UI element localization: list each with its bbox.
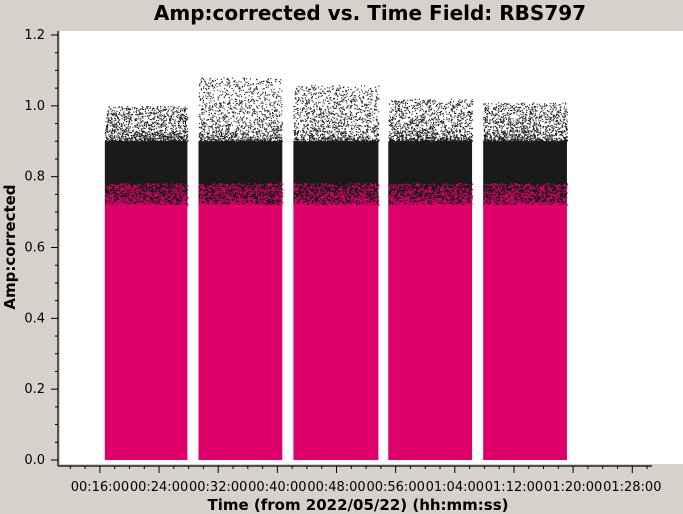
- scan-2-top-scatter: [198, 77, 283, 143]
- scan-3-low-band: [293, 205, 379, 460]
- scan-3-transition: [293, 183, 380, 207]
- scan-2-transition: [198, 183, 284, 207]
- scan-1-transition: [104, 183, 189, 207]
- x-tick-label: 00:24:00: [130, 480, 188, 495]
- y-ticks: 0.0 0.2 0.4 0.6 0.8 1.0 1.2: [24, 28, 58, 468]
- scan-5-top-scatter: [483, 102, 568, 143]
- scan-4: [388, 98, 474, 460]
- scan-4-transition: [388, 183, 474, 207]
- x-tick-label: 00:56:00: [366, 480, 424, 495]
- scan-3-top-scatter: [293, 84, 380, 143]
- y-tick-label: 0.8: [24, 170, 45, 185]
- scan-1: [104, 105, 189, 460]
- x-tick-label: 00:40:00: [248, 480, 306, 495]
- scan-4-top-scatter: [388, 98, 474, 143]
- x-tick-label: 00:16:00: [71, 480, 129, 495]
- scan-1-top-scatter: [104, 105, 189, 143]
- y-tick-label: 0.2: [24, 382, 45, 397]
- x-tick-label: 01:12:00: [485, 480, 543, 495]
- scan-2: [198, 77, 284, 460]
- y-tick-label: 1.0: [24, 99, 45, 114]
- scan-1-low-band: [104, 205, 188, 460]
- scan-3: [293, 84, 380, 460]
- scan-5-transition: [483, 183, 569, 207]
- x-ticks: 00:16:00 00:24:00 00:32:00 00:40:00 00:48:00…: [69, 466, 661, 495]
- x-tick-label: 00:48:00: [307, 480, 365, 495]
- y-tick-label: 0.0: [24, 453, 45, 468]
- data-points: [104, 77, 569, 460]
- scan-2-low-band: [198, 205, 283, 460]
- scan-4-low-band: [388, 205, 473, 460]
- scan-1-high-band: [104, 141, 188, 205]
- axes: [57, 31, 652, 467]
- x-tick-label: 01:04:00: [426, 480, 484, 495]
- y-tick-label: 0.4: [24, 311, 45, 326]
- y-axis-label: Amp:corrected: [1, 184, 19, 309]
- chart-title: Amp:corrected vs. Time Field: RBS797: [154, 1, 586, 25]
- scan-5-low-band: [483, 205, 567, 460]
- x-tick-label: 00:32:00: [189, 480, 247, 495]
- scan-5: [483, 102, 569, 460]
- y-tick-label: 0.6: [24, 241, 45, 256]
- x-tick-label: 01:20:00: [544, 480, 602, 495]
- y-tick-label: 1.2: [24, 28, 45, 43]
- x-axis-label: Time (from 2022/05/22) (hh:mm:ss): [207, 496, 508, 514]
- x-tick-label: 01:28:00: [603, 480, 661, 495]
